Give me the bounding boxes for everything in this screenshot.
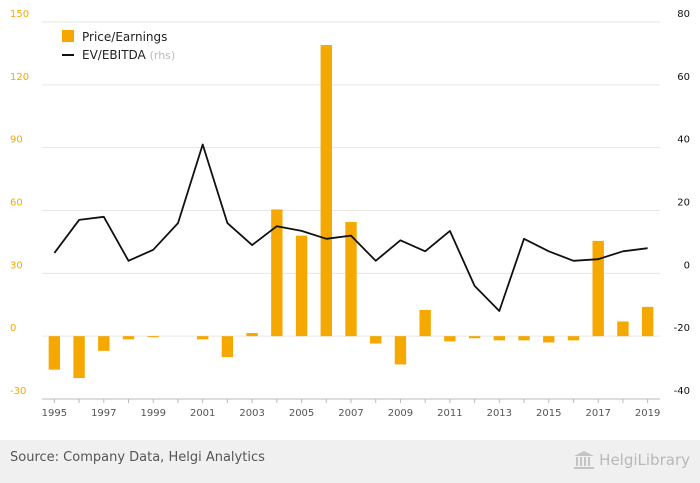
pe-bar — [246, 333, 258, 337]
y-right-tick-label: -20 — [674, 323, 690, 334]
pe-bar — [468, 336, 481, 339]
legend-label-ev: EV/EBITDA (rhs) — [82, 48, 175, 62]
x-tick-label: 1995 — [42, 408, 67, 419]
legend-label-pe: Price/Earnings — [82, 30, 167, 44]
pe-bar — [567, 336, 580, 341]
x-tick-label: 2009 — [388, 408, 413, 419]
pe-bar — [73, 336, 85, 379]
legend-rhs-note: (rhs) — [150, 49, 176, 62]
x-tick-label: 1997 — [91, 408, 116, 419]
logo-text: HelgiLibrary — [599, 451, 690, 469]
x-tick-label: 2017 — [585, 408, 610, 419]
y-left-tick-label: 60 — [10, 198, 23, 209]
x-tick-label: 2003 — [239, 408, 264, 419]
y-right-tick-label: 0 — [684, 260, 690, 271]
pe-bar — [295, 235, 308, 337]
ev-ebitda-line — [53, 143, 648, 312]
chart-area: -30 0 30 60 90 120 150 -40 -20 0 20 40 60 80 1995 1997 1… — [10, 9, 690, 419]
y-right-tick-label: 20 — [677, 198, 690, 209]
pe-bar — [98, 336, 110, 351]
pe-bar — [394, 336, 407, 365]
pe-bar — [345, 222, 357, 337]
y-left-tick-label: 150 — [10, 9, 29, 20]
x-tick-label: 2007 — [338, 408, 363, 419]
pe-bar — [320, 45, 332, 337]
x-tick-label: 2019 — [635, 408, 660, 419]
x-tick-label: 2013 — [487, 408, 512, 419]
pe-bar — [221, 336, 234, 358]
y-left-tick-label: 120 — [10, 72, 29, 83]
pe-bar — [617, 321, 629, 337]
x-tick-label: 1999 — [141, 408, 166, 419]
helgi-library-logo: HelgiLibrary — [573, 448, 690, 472]
y-left-tick-label: 90 — [10, 135, 23, 146]
source-text: Source: Company Data, Helgi Analytics — [10, 450, 265, 465]
y-right-tick-label: 60 — [677, 72, 690, 83]
x-tick-label: 2011 — [437, 408, 462, 419]
pe-bar — [271, 209, 283, 337]
pe-bar — [419, 309, 431, 337]
pe-bar — [444, 336, 456, 342]
x-tick-label: 2005 — [289, 408, 314, 419]
y-left-tick-label: 30 — [10, 260, 23, 271]
footer: Source: Company Data, Helgi Analytics He… — [0, 440, 700, 483]
pe-bar — [493, 336, 506, 341]
legend-swatch-pe — [62, 30, 74, 42]
pe-bar — [122, 336, 135, 340]
x-tick-label: 2015 — [536, 408, 561, 419]
pe-bar — [641, 306, 654, 337]
pe-bar — [48, 336, 61, 370]
y-left-tick-label: 0 — [10, 323, 16, 334]
y-right-tick-label: 40 — [677, 135, 690, 146]
pe-bar — [518, 336, 530, 341]
x-tick-label: 2001 — [190, 408, 215, 419]
library-building-icon — [574, 451, 595, 469]
y-right-tick-label: 80 — [677, 9, 690, 20]
pe-bar — [543, 336, 555, 343]
y-left-tick-label: -30 — [10, 386, 26, 397]
chart-svg: -30 0 30 60 90 120 150 -40 -20 0 20 40 60 80 1995 1997 1… — [10, 9, 690, 419]
pe-bar — [196, 336, 209, 340]
pe-bar — [370, 336, 382, 344]
y-right-tick-label: -40 — [674, 386, 690, 397]
pe-bar — [592, 240, 604, 337]
pe-bar — [147, 336, 159, 338]
